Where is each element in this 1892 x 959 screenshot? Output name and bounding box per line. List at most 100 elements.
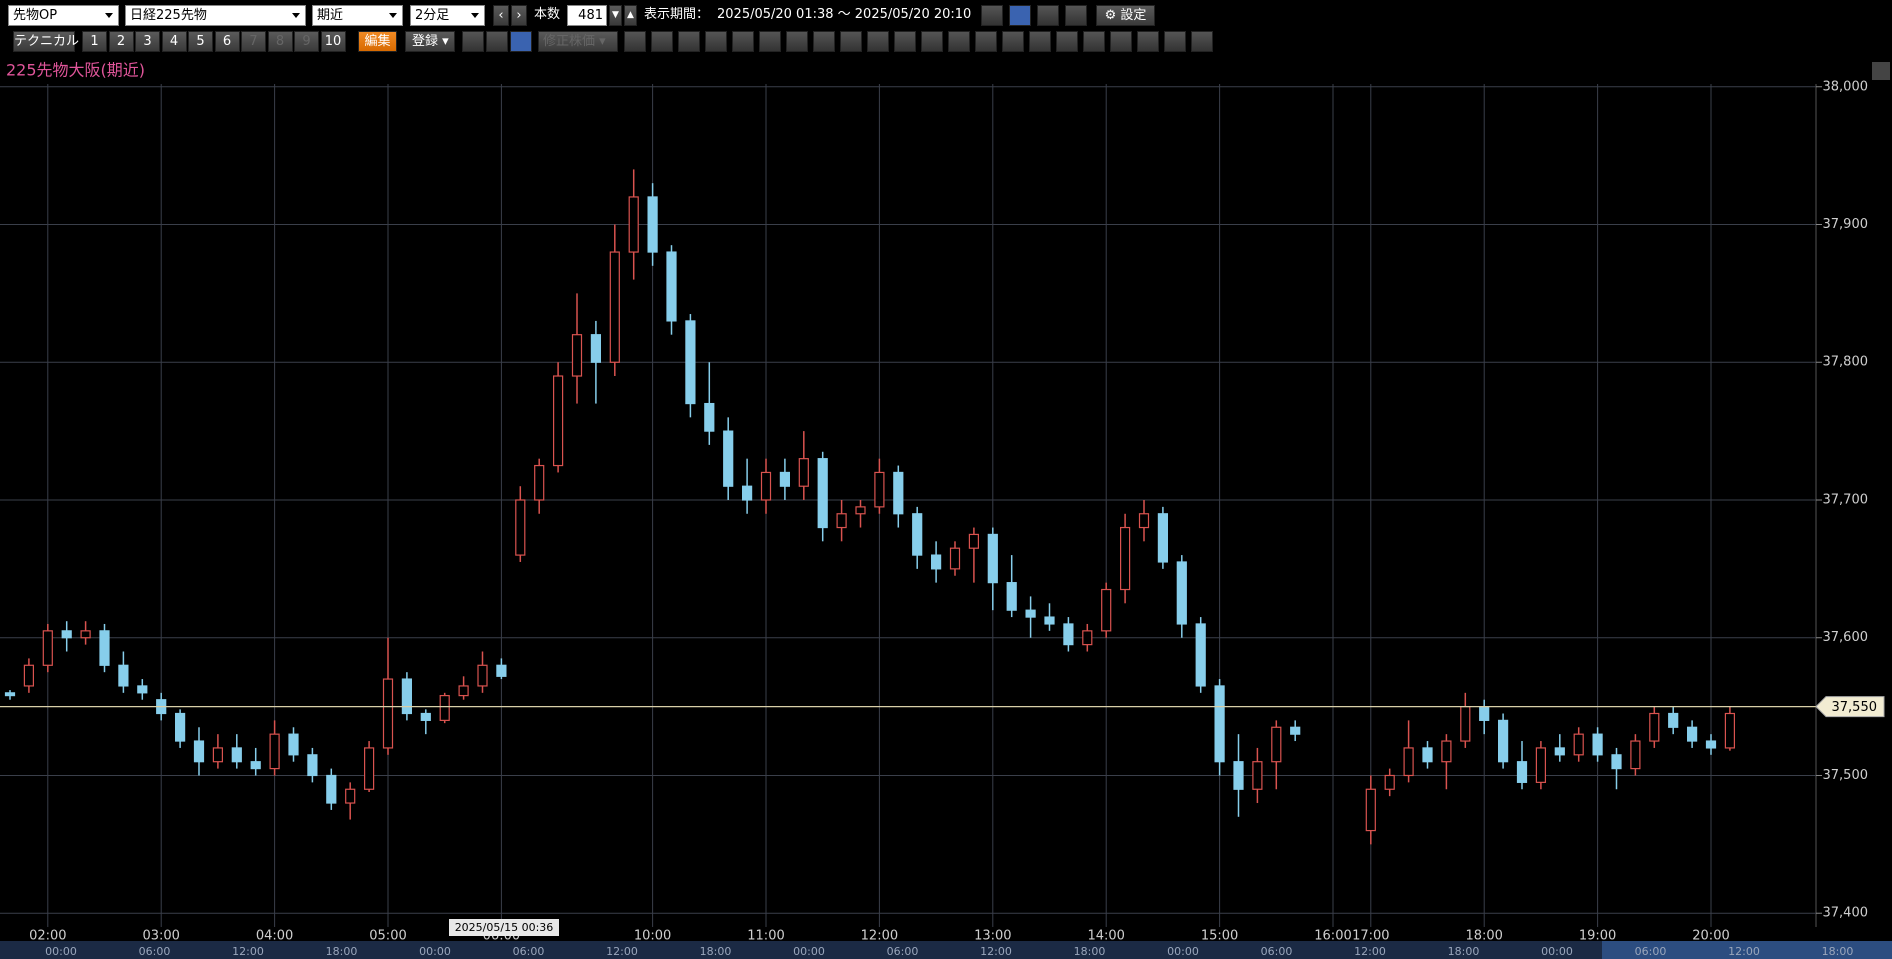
edit-button[interactable]: 編集 xyxy=(358,31,397,52)
view-icon[interactable] xyxy=(1037,5,1059,26)
preset-button[interactable]: 3 xyxy=(135,31,160,52)
view-icon[interactable] xyxy=(1065,5,1087,26)
candle-body xyxy=(949,547,961,570)
tool-icon[interactable] xyxy=(1110,31,1132,52)
register-button[interactable]: 登録 ▾ xyxy=(405,31,455,52)
candle-body xyxy=(269,733,280,770)
preset-button[interactable]: 9 xyxy=(294,31,319,52)
navigator-window[interactable] xyxy=(1602,941,1892,959)
count-up[interactable]: ▲ xyxy=(624,5,637,26)
candle-body xyxy=(1592,733,1603,756)
tool-icon[interactable] xyxy=(651,31,673,52)
tool-icon[interactable] xyxy=(1191,31,1213,52)
candle-body xyxy=(1195,623,1206,687)
tool-icon[interactable] xyxy=(921,31,943,52)
count-down[interactable]: ▼ xyxy=(609,5,622,26)
x-tick-label: 02:00 xyxy=(29,929,66,944)
tool-icon[interactable] xyxy=(840,31,862,52)
count-input[interactable]: 481 xyxy=(567,5,607,26)
interval-select[interactable]: 2分足 xyxy=(410,5,485,26)
candle-body xyxy=(1119,526,1131,591)
technical-button[interactable]: テクニカル xyxy=(13,31,79,52)
crosshair-icon[interactable] xyxy=(510,31,532,52)
tool-icon[interactable] xyxy=(894,31,916,52)
candle-body xyxy=(4,692,16,697)
candle-body xyxy=(307,754,318,777)
tool-icon[interactable] xyxy=(732,31,754,52)
tool-icon[interactable] xyxy=(624,31,646,52)
tool-icon[interactable] xyxy=(813,31,835,52)
zoom-icon[interactable] xyxy=(462,31,484,52)
navigator-label: 18:00 xyxy=(1074,945,1106,958)
candle-body xyxy=(231,747,242,763)
navigator-label: 00:00 xyxy=(1541,945,1573,958)
view-icon[interactable] xyxy=(981,5,1003,26)
tool-icon[interactable] xyxy=(1029,31,1051,52)
navigator-label: 12:00 xyxy=(232,945,264,958)
candle-body xyxy=(571,334,583,377)
navigator-label: 06:00 xyxy=(887,945,919,958)
tool-icon[interactable] xyxy=(705,31,727,52)
x-tick-label: 15:00 xyxy=(1201,929,1238,944)
preset-button[interactable]: 8 xyxy=(267,31,293,52)
contract-select[interactable]: 期近 xyxy=(312,5,403,26)
tool-icon[interactable] xyxy=(975,31,997,52)
product-select[interactable]: 日経225先物 xyxy=(125,5,306,26)
preset-button[interactable]: 2 xyxy=(108,31,134,52)
preset-button[interactable]: 7 xyxy=(241,31,266,52)
candle-body xyxy=(326,774,337,804)
candle-body xyxy=(1082,630,1093,646)
last-price-label: 37,550 xyxy=(1832,700,1878,715)
y-tick-label: 37,600 xyxy=(1823,630,1869,645)
candle-body xyxy=(1214,685,1225,763)
candle-body xyxy=(1611,754,1622,770)
preset-button[interactable]: 10 xyxy=(320,31,346,52)
market-select[interactable]: 先物OP xyxy=(8,5,119,26)
tool-icon[interactable] xyxy=(1002,31,1024,52)
candle-body xyxy=(912,513,923,556)
zoom-icon[interactable] xyxy=(486,31,508,52)
candle-body xyxy=(137,685,148,694)
x-tick-label: 16:00 xyxy=(1314,929,1351,944)
candle-body xyxy=(364,747,375,790)
candle-body xyxy=(666,251,677,322)
preset-button[interactable]: 5 xyxy=(188,31,213,52)
view-icon[interactable] xyxy=(1009,5,1031,26)
next-button[interactable]: › xyxy=(511,5,527,26)
adjust-select[interactable]: 修正株価 ▾ xyxy=(538,31,618,52)
candle-body xyxy=(1044,616,1055,625)
y-tick-label: 37,500 xyxy=(1823,768,1869,783)
candle-body xyxy=(723,430,734,487)
tool-icon[interactable] xyxy=(759,31,781,52)
tool-icon[interactable] xyxy=(678,31,700,52)
navigator-label: 18:00 xyxy=(1448,945,1480,958)
collapse-button[interactable] xyxy=(1872,62,1890,80)
x-tick-label: 18:00 xyxy=(1465,929,1502,944)
tool-icon[interactable] xyxy=(1056,31,1078,52)
candle-body xyxy=(42,630,53,666)
tool-icon[interactable] xyxy=(867,31,889,52)
prev-button[interactable]: ‹ xyxy=(493,5,509,26)
candle-body xyxy=(1176,561,1187,625)
navigator-label: 18:00 xyxy=(1822,945,1854,958)
candle-body xyxy=(458,685,469,697)
navigator-label: 06:00 xyxy=(139,945,171,958)
tool-icon[interactable] xyxy=(1137,31,1159,52)
candle-body xyxy=(1516,761,1528,783)
y-tick-label: 38,000 xyxy=(1823,79,1869,94)
tool-icon[interactable] xyxy=(1164,31,1186,52)
preset-button[interactable]: 4 xyxy=(161,31,187,52)
candle-body xyxy=(1422,747,1433,763)
tool-icon[interactable] xyxy=(1083,31,1105,52)
preset-button[interactable]: 6 xyxy=(214,31,240,52)
navigator-label: 18:00 xyxy=(700,945,732,958)
y-tick-label: 37,800 xyxy=(1823,355,1869,370)
settings-button[interactable]: ⚙ 設定 xyxy=(1096,5,1155,26)
tool-icon[interactable] xyxy=(948,31,970,52)
tool-icon[interactable] xyxy=(786,31,808,52)
candle-body xyxy=(609,251,620,363)
preset-button[interactable]: 1 xyxy=(82,31,107,52)
navigator-label: 06:00 xyxy=(513,945,545,958)
